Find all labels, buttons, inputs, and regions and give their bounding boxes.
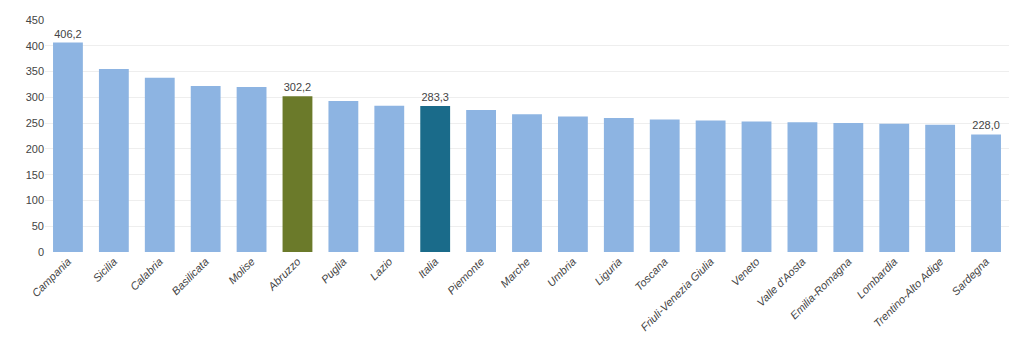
svg-text:Toscana: Toscana [632, 255, 670, 293]
svg-text:300: 300 [26, 91, 44, 103]
svg-text:228,0: 228,0 [972, 119, 1000, 131]
svg-text:Umbria: Umbria [545, 255, 579, 289]
svg-text:250: 250 [26, 117, 44, 129]
svg-text:0: 0 [38, 246, 44, 258]
svg-text:Marche: Marche [498, 255, 532, 289]
svg-text:50: 50 [32, 220, 44, 232]
svg-text:400: 400 [26, 40, 44, 52]
svg-text:150: 150 [26, 169, 44, 181]
svg-text:Lazio: Lazio [368, 255, 395, 282]
svg-text:Abruzzo: Abruzzo [265, 255, 303, 293]
svg-text:Valle d'Aosta: Valle d'Aosta [754, 255, 807, 308]
svg-text:Calabria: Calabria [128, 255, 165, 292]
svg-text:Puglia: Puglia [319, 255, 349, 285]
svg-text:406,2: 406,2 [54, 28, 82, 40]
svg-text:302,2: 302,2 [284, 81, 312, 93]
svg-text:283,3: 283,3 [421, 91, 449, 103]
svg-text:450: 450 [26, 14, 44, 26]
svg-text:Basilicata: Basilicata [169, 255, 211, 297]
svg-text:Sicilia: Sicilia [90, 255, 119, 284]
svg-text:Liguria: Liguria [592, 255, 624, 287]
svg-text:200: 200 [26, 143, 44, 155]
svg-text:Trentino-Alto Adige: Trentino-Alto Adige [871, 255, 945, 329]
svg-text:100: 100 [26, 194, 44, 206]
svg-text:Campania: Campania [29, 255, 73, 299]
svg-text:Molise: Molise [226, 255, 257, 286]
svg-text:Sardegna: Sardegna [949, 255, 991, 297]
svg-text:Veneto: Veneto [729, 255, 762, 288]
svg-text:Lombardia: Lombardia [854, 255, 899, 300]
svg-text:Friuli-Venezia Giulia: Friuli-Venezia Giulia [638, 255, 716, 333]
svg-text:Emilia-Romagna: Emilia-Romagna [788, 255, 854, 321]
svg-text:350: 350 [26, 65, 44, 77]
svg-text:Piemonte: Piemonte [445, 255, 486, 296]
svg-text:Italia: Italia [416, 255, 441, 280]
